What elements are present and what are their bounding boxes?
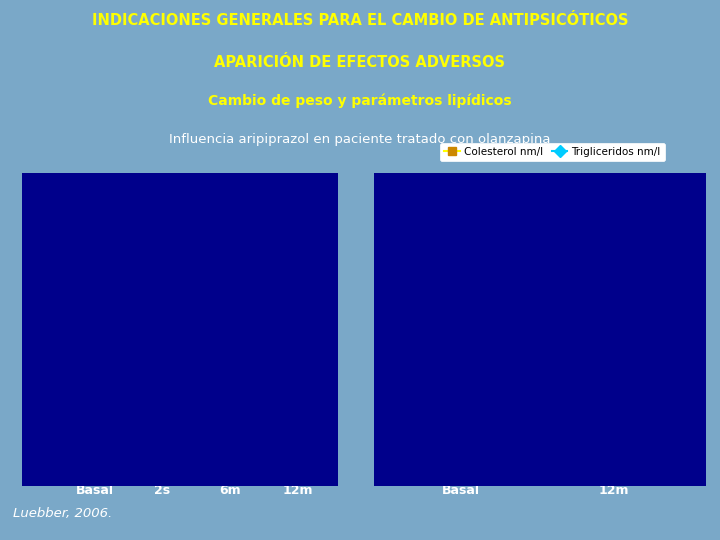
Text: 100,8: 100,8 <box>304 414 334 424</box>
Text: INDICACIONES GENERALES PARA EL CAMBIO DE ANTIPSICÓTICOS: INDICACIONES GENERALES PARA EL CAMBIO DE… <box>91 13 629 28</box>
Text: 111,9: 111,9 <box>237 356 266 366</box>
Text: 1,7: 1,7 <box>620 395 636 406</box>
Text: 131,2: 131,2 <box>169 256 199 266</box>
Text: Influencia aripiprazol en paciente tratado con olanzapina: Influencia aripiprazol en paciente trata… <box>169 133 551 146</box>
Text: 4,06: 4,06 <box>467 292 490 301</box>
Legend: Peso Kg: Peso Kg <box>240 195 325 217</box>
Legend: Colesterol nm/l, Trigliceridos nm/l: Colesterol nm/l, Trigliceridos nm/l <box>441 143 665 161</box>
Text: 4,5: 4,5 <box>620 272 636 282</box>
Text: Cambio de peso y parámetros lipídicos: Cambio de peso y parámetros lipídicos <box>208 94 512 109</box>
Text: 5,7: 5,7 <box>467 219 483 229</box>
Text: 134,4: 134,4 <box>102 239 132 249</box>
Text: Luebber, 2006.: Luebber, 2006. <box>13 507 112 519</box>
Text: APARICIÓN DE EFECTOS ADVERSOS: APARICIÓN DE EFECTOS ADVERSOS <box>215 55 505 70</box>
